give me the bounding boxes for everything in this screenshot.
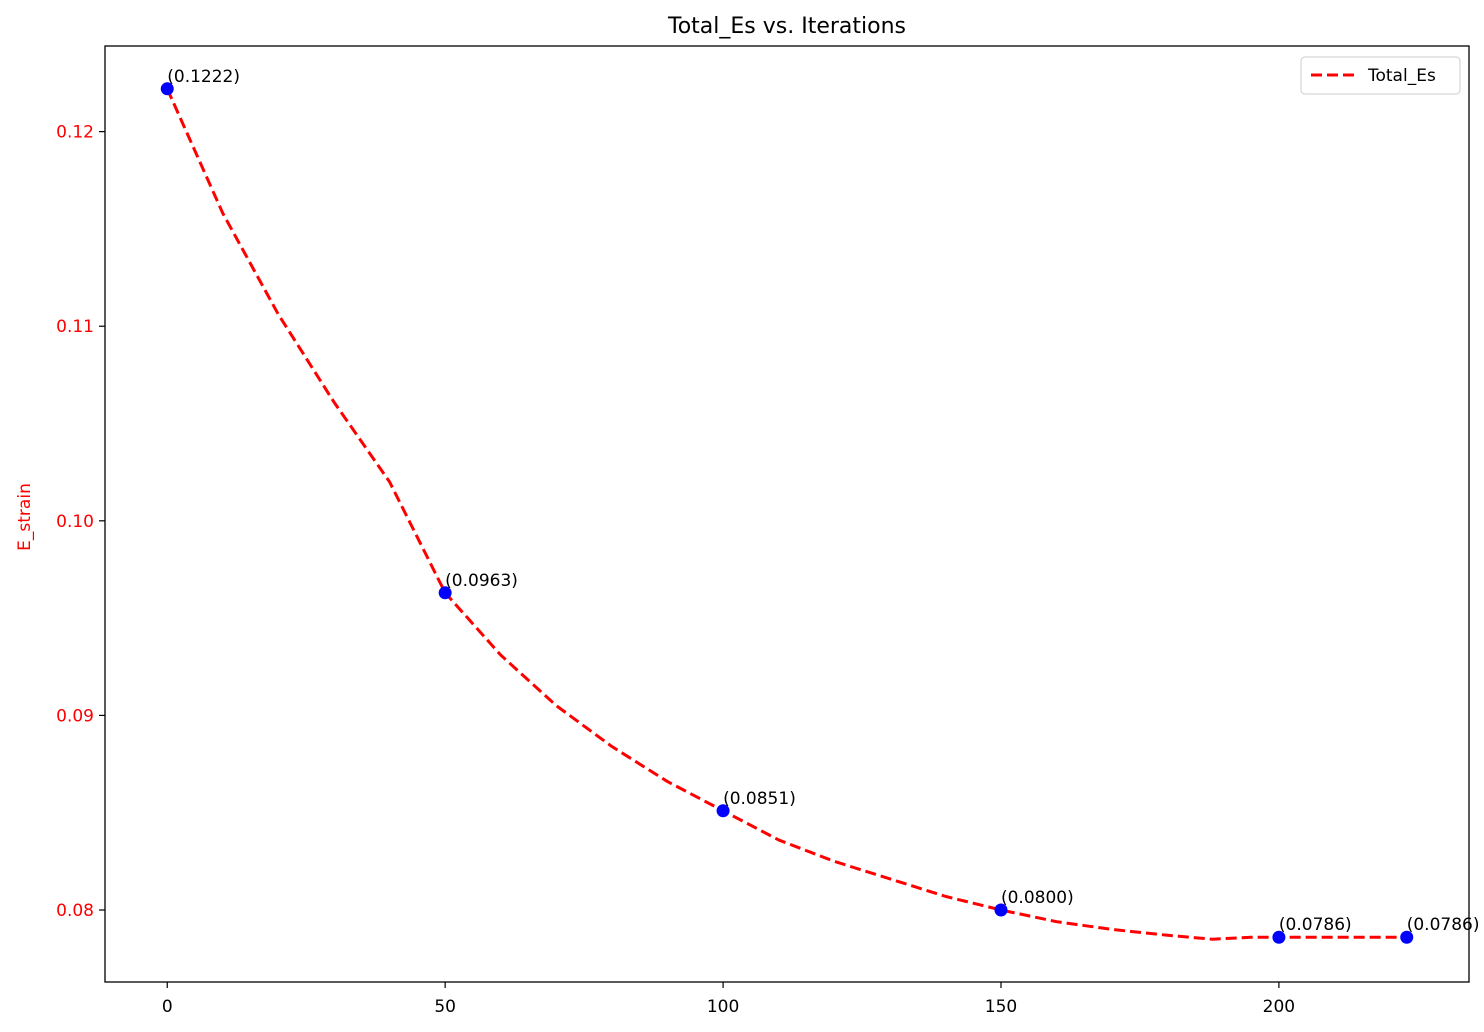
data-point-label: (0.0851) — [723, 789, 796, 809]
marker-layer — [160, 82, 1414, 944]
y-axis-label: E_strain — [15, 483, 35, 551]
x-axis-ticks: 0 50 100 150 200 — [162, 982, 1295, 1017]
x-tick-label: 150 — [985, 997, 1017, 1017]
series-line-total-es — [165, 88, 1407, 941]
x-tick-label: 100 — [707, 997, 739, 1017]
data-point-marker — [716, 804, 730, 818]
data-point-label: (0.0786) — [1407, 915, 1480, 935]
data-point-marker — [160, 82, 174, 96]
chart-title: Total_Es vs. Iterations — [667, 14, 906, 39]
y-tick-label: 0.08 — [56, 901, 94, 921]
y-axis-ticks: 0.08 0.09 0.10 0.11 0.12 — [56, 123, 105, 921]
data-point-label: (0.0963) — [445, 571, 518, 591]
data-point-label: (0.0786) — [1279, 915, 1352, 935]
data-point-marker — [1272, 930, 1286, 944]
y-tick-label: 0.09 — [56, 706, 94, 726]
x-tick-label: 50 — [434, 997, 456, 1017]
plot-frame — [104, 45, 1470, 983]
data-point-label: (0.1222) — [167, 67, 240, 87]
data-label-layer: (0.1222) (0.0963) (0.0851) (0.0800) (0.0786)… — [167, 67, 1479, 935]
data-point-marker — [438, 586, 452, 600]
series-layer — [165, 88, 1407, 941]
x-tick-label: 200 — [1263, 997, 1295, 1017]
y-tick-label: 0.12 — [56, 123, 94, 143]
legend-box — [1300, 56, 1461, 95]
legend-label: Total_Es — [1367, 66, 1436, 86]
data-point-marker — [994, 903, 1008, 917]
y-tick-label: 0.10 — [56, 512, 94, 532]
data-point-label: (0.0800) — [1001, 888, 1074, 908]
legend: Total_Es — [1300, 56, 1461, 95]
x-tick-label: 0 — [162, 997, 173, 1017]
data-point-marker — [1400, 930, 1414, 944]
y-tick-label: 0.11 — [56, 317, 94, 337]
